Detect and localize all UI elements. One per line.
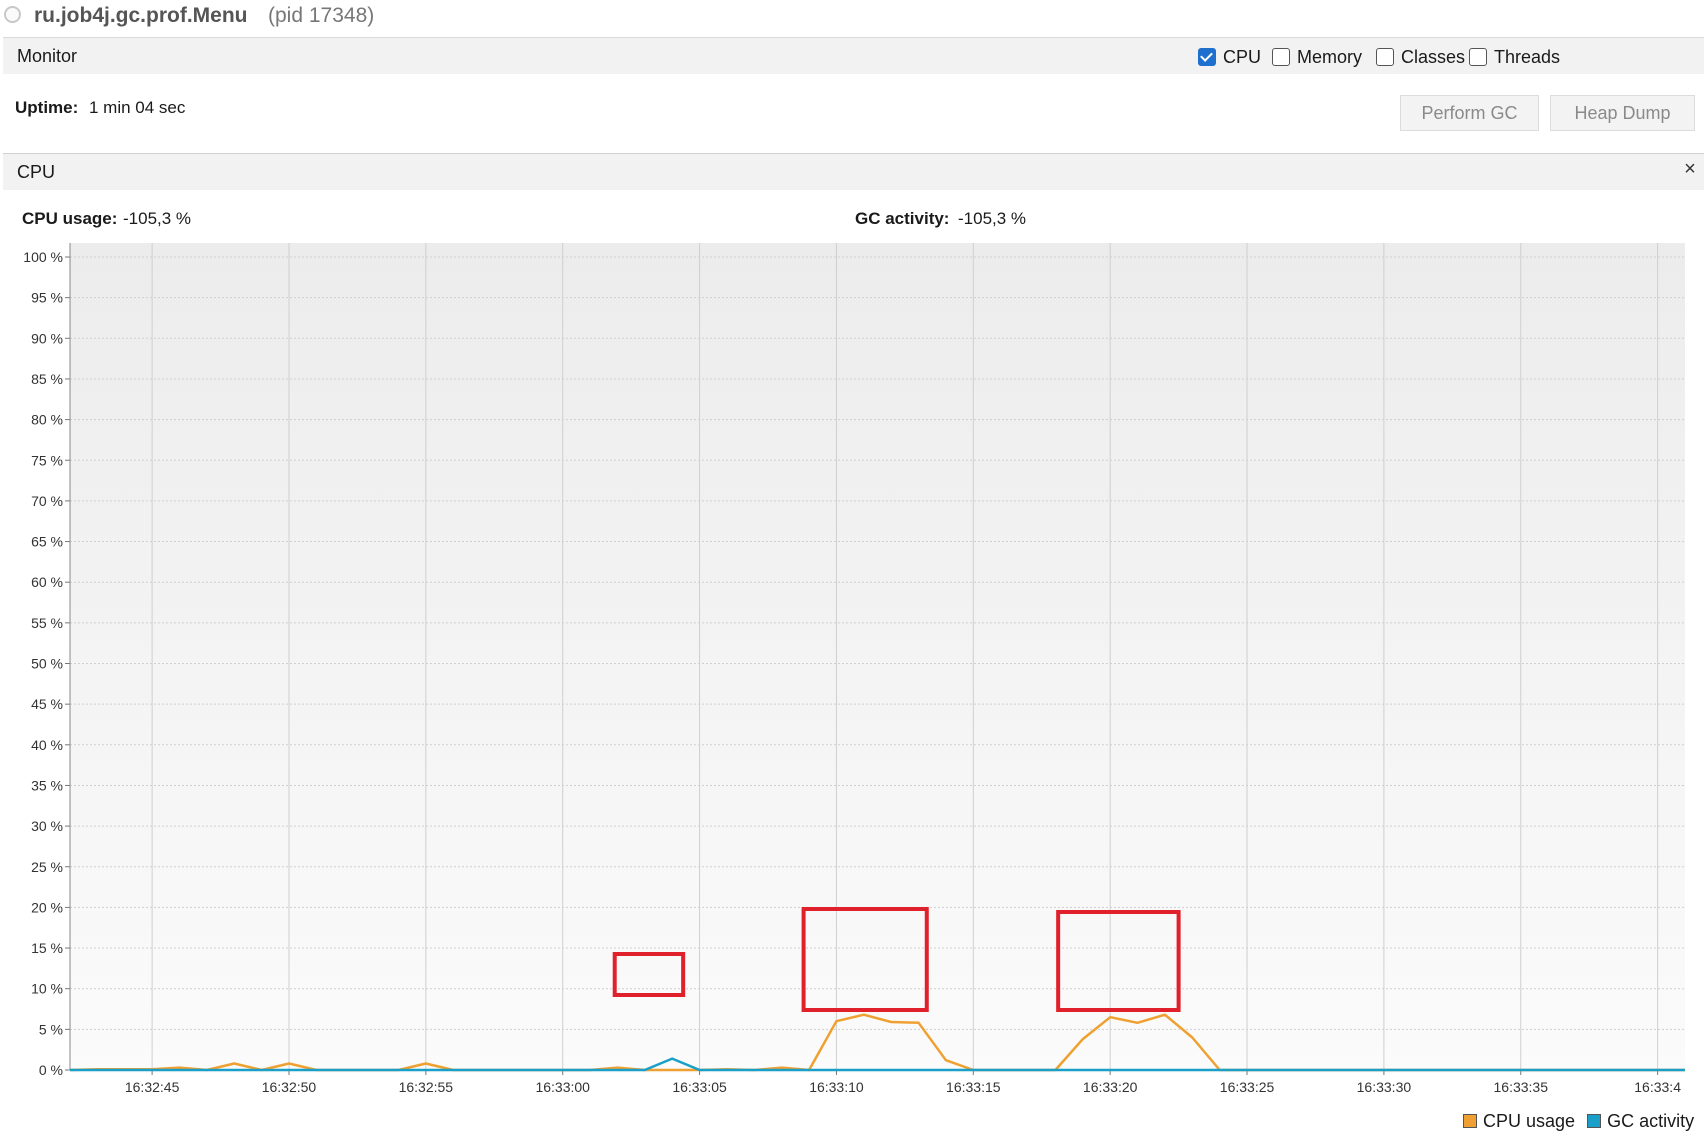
- y-tick-label: 75 %: [31, 452, 63, 468]
- x-tick-label: 16:33:00: [535, 1079, 590, 1095]
- y-tick-label: 60 %: [31, 574, 63, 590]
- memory-checkbox[interactable]: Memory: [1272, 46, 1362, 68]
- cpu-usage-label: CPU usage:: [22, 209, 118, 228]
- y-tick-label: 55 %: [31, 615, 63, 631]
- threads-checkbox-label[interactable]: Threads: [1494, 46, 1561, 67]
- heap-dump-button[interactable]: Heap Dump: [1550, 95, 1695, 131]
- monitor-header: Monitor CPU Memory Classes Threads: [3, 37, 1704, 74]
- application-status-icon: [4, 6, 21, 23]
- monitor-title: Monitor: [17, 46, 78, 66]
- title-bar: ru.job4j.gc.prof.Menu (pid 17348): [0, 0, 1708, 34]
- y-tick-label: 85 %: [31, 371, 63, 387]
- y-tick-label: 10 %: [31, 981, 63, 997]
- plot-area: [70, 243, 1685, 1073]
- y-tick-label: 25 %: [31, 859, 63, 875]
- highlight-rectangle: [801, 907, 929, 1012]
- app-title: ru.job4j.gc.prof.Menu: [34, 4, 248, 27]
- y-tick-label: 70 %: [31, 493, 63, 509]
- y-tick-label: 45 %: [31, 696, 63, 712]
- x-tick-label: 16:32:45: [125, 1079, 180, 1095]
- checkbox-unchecked-icon[interactable]: [1272, 48, 1290, 66]
- y-tick-label: 35 %: [31, 777, 63, 793]
- x-tick-label: 16:32:50: [262, 1079, 317, 1095]
- y-tick-label: 20 %: [31, 899, 63, 915]
- checkbox-unchecked-icon[interactable]: [1469, 48, 1487, 66]
- y-tick-label: 80 %: [31, 412, 63, 428]
- highlight-rectangle: [1056, 910, 1181, 1012]
- x-tick-label: 16:33:25: [1220, 1079, 1275, 1095]
- legend-label-gc-activity: GC activity: [1607, 1110, 1695, 1131]
- legend-label-cpu-usage: CPU usage: [1483, 1110, 1576, 1131]
- cpu-panel-title: CPU: [17, 162, 56, 182]
- gc-activity-label: GC activity:: [855, 209, 950, 228]
- chart-legend: CPU usage GC activity: [1463, 1109, 1706, 1133]
- y-tick-label: 50 %: [31, 656, 63, 672]
- cpu-chart: 0 % 5 % 10 % 15 % 20 % 25 % 30 % 35 % 40 % 45 % 50…: [23, 243, 1685, 1095]
- checkbox-checked-icon[interactable]: [1198, 48, 1216, 66]
- close-icon[interactable]: ×: [1684, 158, 1696, 180]
- y-tick-label: 90 %: [31, 330, 63, 346]
- x-tick-label: 16:32:55: [399, 1079, 454, 1095]
- uptime-value: 1 min 04 sec: [89, 98, 186, 117]
- x-tick-label: 16:33:30: [1357, 1079, 1412, 1095]
- uptime-label: Uptime:: [15, 98, 79, 117]
- classes-checkbox[interactable]: Classes: [1376, 46, 1465, 68]
- x-tick-label: 16:33:35: [1494, 1079, 1549, 1095]
- threads-checkbox[interactable]: Threads: [1469, 46, 1560, 68]
- y-tick-label: 95 %: [31, 290, 63, 306]
- y-tick-label: 30 %: [31, 818, 63, 834]
- cpu-checkbox[interactable]: CPU: [1198, 46, 1261, 68]
- cpu-panel-header: CPU ×: [3, 153, 1704, 190]
- perform-gc-button[interactable]: Perform GC: [1400, 95, 1539, 131]
- y-tick-label: 15 %: [31, 940, 63, 956]
- x-tick-label: 16:33:4: [1634, 1079, 1681, 1095]
- cpu-checkbox-label[interactable]: CPU: [1223, 46, 1262, 67]
- cpu-usage-value: -105,3 %: [123, 209, 192, 228]
- app-pid: (pid 17348): [268, 4, 375, 27]
- checkbox-unchecked-icon[interactable]: [1376, 48, 1394, 66]
- memory-checkbox-label[interactable]: Memory: [1297, 46, 1363, 67]
- series-line-gc-activity: [70, 1057, 1685, 1072]
- highlight-rectangle: [612, 952, 686, 997]
- y-tick-label: 40 %: [31, 737, 63, 753]
- legend-item-gc-activity: GC activity: [1587, 1111, 1694, 1132]
- legend-swatch-cpu-usage: [1463, 1114, 1477, 1128]
- y-tick-label: 0 %: [39, 1062, 63, 1078]
- y-tick-label: 5 %: [39, 1021, 63, 1037]
- gc-activity-value: -105,3 %: [958, 209, 1027, 228]
- legend-swatch-gc-activity: [1587, 1114, 1602, 1128]
- series-line-cpu-usage: [69, 1013, 1685, 1072]
- classes-checkbox-label[interactable]: Classes: [1401, 46, 1466, 67]
- x-tick-label: 16:33:20: [1083, 1079, 1138, 1095]
- x-tick-label: 16:33:05: [672, 1079, 727, 1095]
- legend-item-cpu-usage: CPU usage: [1463, 1111, 1575, 1132]
- y-tick-label: 100 %: [23, 249, 63, 265]
- x-tick-label: 16:33:10: [809, 1079, 864, 1095]
- x-tick-label: 16:33:15: [946, 1079, 1001, 1095]
- y-tick-label: 65 %: [31, 534, 63, 550]
